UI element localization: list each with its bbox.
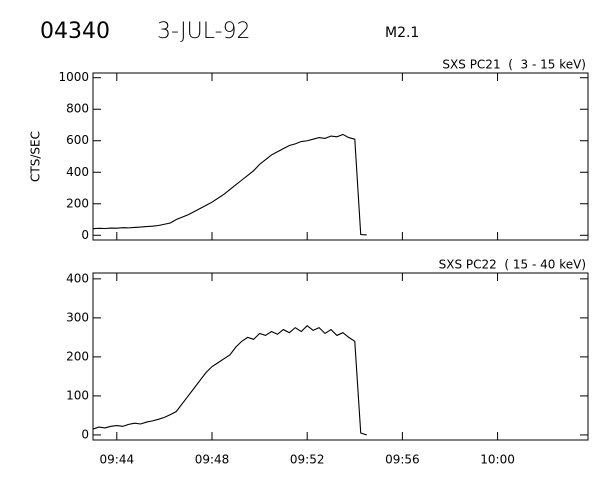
y-tick-label: 1000	[58, 70, 89, 84]
x-tick-label: 09:44	[100, 453, 135, 467]
y-tick-label: 200	[66, 349, 89, 363]
data-line	[92, 324, 367, 436]
x-tick-label: 09:52	[290, 453, 325, 467]
y-axis-label: CTS/SEC	[29, 131, 43, 182]
date: 3-JUL-92	[157, 19, 251, 44]
data-line	[92, 133, 367, 236]
y-tick-label: 600	[66, 133, 89, 147]
event-id: 04340	[40, 19, 110, 44]
y-tick-label: 400	[66, 165, 89, 179]
y-tick-label: 400	[66, 271, 89, 285]
y-tick-label: 800	[66, 102, 89, 116]
y-tick-label: 300	[66, 310, 89, 324]
plot-title: SXS PC21 ( 3 - 15 keV)	[442, 58, 586, 72]
y-tick-label: 0	[81, 427, 89, 441]
plot-frame	[92, 272, 589, 441]
flare-class: M2.1	[385, 25, 419, 41]
plot-title: SXS PC22 ( 15 - 40 keV)	[439, 258, 586, 272]
x-tick-label: 09:48	[195, 453, 230, 467]
y-tick-label: 200	[66, 196, 89, 210]
y-tick-label: 100	[66, 388, 89, 402]
x-tick-label: 10:00	[480, 453, 515, 467]
x-tick-label: 09:56	[385, 453, 420, 467]
plot-frame	[92, 72, 589, 241]
y-tick-label: 0	[81, 228, 89, 242]
